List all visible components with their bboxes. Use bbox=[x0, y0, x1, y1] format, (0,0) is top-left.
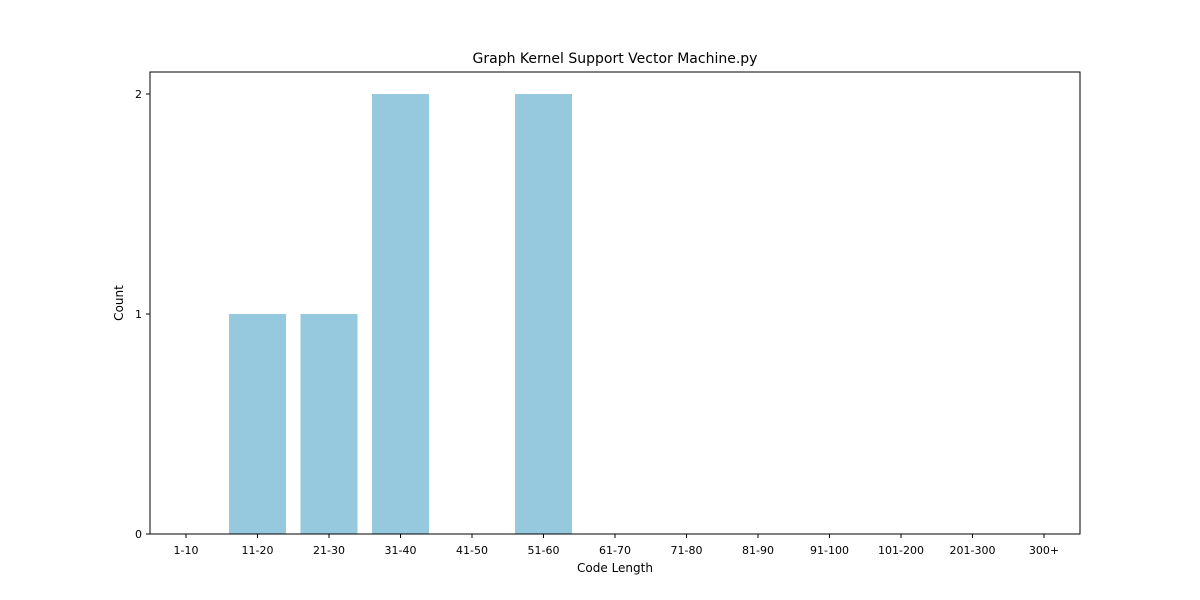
bar-51-60 bbox=[515, 94, 572, 534]
y-tick-label: 1 bbox=[135, 308, 142, 321]
x-tick-label: 300+ bbox=[1029, 544, 1059, 557]
x-tick-label: 51-60 bbox=[528, 544, 560, 557]
x-axis-label: Code Length bbox=[577, 561, 653, 575]
bars-group bbox=[229, 94, 572, 534]
x-tick-label: 201-300 bbox=[950, 544, 996, 557]
bar-11-20 bbox=[229, 314, 286, 534]
x-tick-label: 71-80 bbox=[671, 544, 703, 557]
x-axis: 1-10 11-20 21-30 31-40 41-50 51-60 61-70 71-80 8… bbox=[174, 534, 1059, 557]
bar-31-40 bbox=[372, 94, 429, 534]
x-tick-label: 31-40 bbox=[385, 544, 417, 557]
x-tick-label: 21-30 bbox=[313, 544, 345, 557]
bar-21-30 bbox=[300, 314, 358, 534]
chart-title: Graph Kernel Support Vector Machine.py bbox=[473, 51, 758, 67]
x-tick-label: 11-20 bbox=[242, 544, 274, 557]
x-tick-label: 1-10 bbox=[174, 544, 199, 557]
x-tick-label: 41-50 bbox=[456, 544, 488, 557]
x-tick-label: 81-90 bbox=[742, 544, 774, 557]
x-tick-label: 91-100 bbox=[810, 544, 849, 557]
y-tick-label: 2 bbox=[135, 88, 142, 101]
y-axis-label: Count bbox=[112, 285, 126, 321]
y-tick-label: 0 bbox=[135, 528, 142, 541]
y-axis: 0 1 2 bbox=[135, 88, 150, 541]
x-tick-label: 101-200 bbox=[878, 544, 924, 557]
plot-frame bbox=[149, 71, 1081, 535]
x-tick-label: 61-70 bbox=[599, 544, 631, 557]
